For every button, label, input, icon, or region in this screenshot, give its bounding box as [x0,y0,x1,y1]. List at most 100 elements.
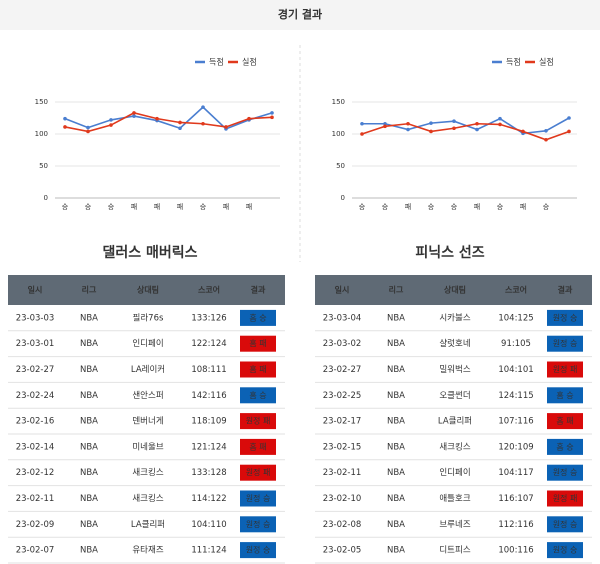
data-point [132,114,136,118]
x-tick-label: 승 [451,203,458,211]
result-badge [240,464,276,481]
y-tick-label: 150 [332,98,345,106]
result-label: 원정 패 [553,493,578,503]
legend-label: 득점 [209,57,224,67]
x-tick-label: 승 [382,203,389,211]
result-badge [240,387,276,404]
data-point [201,105,205,109]
table-cell: NBA [387,365,405,375]
result-label: 홈 패 [249,441,266,451]
table-cell: 밀워벅스 [439,364,470,375]
data-point [429,129,433,134]
x-tick-label: 승 [543,203,550,211]
data-point [178,120,182,125]
column-header: 일시 [335,285,350,295]
table-cell: 111:124 [191,546,226,556]
table-cell: 133:126 [191,313,226,323]
table-cell: 114:122 [191,494,226,504]
y-tick-label: 100 [35,130,48,138]
table-cell: 디트피스 [439,546,470,556]
result-badge [547,335,583,352]
table-cell: 23-02-07 [16,546,55,556]
table-cell: 유타재즈 [132,546,163,556]
column-header: 리그 [389,285,404,295]
table-cell: 122:124 [191,339,226,349]
y-tick-label: 50 [39,162,48,170]
legend-label: 실점 [242,57,257,67]
table-cell: NBA [387,442,405,452]
table-cell: 새크킹스 [132,467,163,478]
data-point [86,129,90,134]
table-cell: 23-02-14 [16,442,55,452]
y-tick-label: 150 [35,98,48,106]
table-cell: NBA [80,391,98,401]
table-cell: NBA [387,391,405,401]
table-cell: NBA [387,494,405,504]
x-tick-label: 패 [177,202,183,211]
table-cell: 23-02-16 [16,417,55,427]
table-cell: 104:110 [191,520,226,530]
data-point [178,126,182,131]
table-cell: 23-03-04 [323,313,362,323]
result-badge [240,438,276,455]
table-cell: NBA [80,494,98,504]
result-badge [547,361,583,378]
legend-label: 실점 [539,57,554,67]
data-point [270,111,274,115]
x-tick-label: 승 [359,203,366,211]
result-label: 원정 승 [246,545,271,555]
table-cell: 새크킹스 [439,441,470,452]
table-cell: LA클리퍼 [131,520,165,530]
result-badge [240,490,276,507]
table-cell: 23-02-24 [16,391,55,401]
result-badge [547,516,583,533]
x-tick-label: 패 [520,202,526,211]
column-header: 상대팀 [137,285,159,295]
result-badge [547,413,583,430]
table-cell: 브루네즈 [439,520,470,530]
data-point [247,116,251,121]
table-cell: NBA [80,442,98,452]
result-badge [240,542,276,559]
result-label: 홈 승 [249,312,266,322]
x-tick-label: 승 [497,203,504,211]
result-badge [240,309,276,326]
result-badge [547,490,583,507]
table-header [315,275,592,305]
data-point [475,127,479,132]
table-cell: 23-02-27 [16,365,55,375]
table-cell: NBA [80,365,98,375]
table-cell: NBA [80,468,98,478]
result-badge [547,387,583,404]
data-point [567,129,571,134]
team-name: 댈러스 매버릭스 [102,244,197,261]
table-cell: 덴버너게 [132,416,163,427]
table-cell: 91:105 [501,339,531,349]
result-badge [240,516,276,533]
data-point [406,121,410,126]
table-cell: 인디페이 [132,338,163,349]
column-header: 스코어 [198,285,220,295]
data-point [383,121,387,126]
legend-label: 득점 [506,57,521,67]
x-tick-label: 승 [200,203,207,211]
column-header: 리그 [82,285,97,295]
table-cell: 118:109 [191,417,226,427]
table-cell: 23-02-10 [323,494,362,504]
x-tick-label: 패 [246,202,252,211]
data-point [224,125,228,129]
data-point [270,115,274,120]
table-cell: 23-02-27 [323,365,362,375]
result-label: 홈 패 [249,338,266,348]
result-label: 원정 패 [246,416,271,426]
table-cell: 애틀호크 [439,494,470,504]
table-cell: 23-03-01 [16,339,55,349]
data-point [475,121,479,126]
data-point [360,121,364,126]
table-cell: NBA [387,520,405,530]
result-badge [240,361,276,378]
column-header: 스코어 [505,285,527,295]
data-point [521,129,525,134]
result-badge [547,542,583,559]
data-point [132,111,136,115]
